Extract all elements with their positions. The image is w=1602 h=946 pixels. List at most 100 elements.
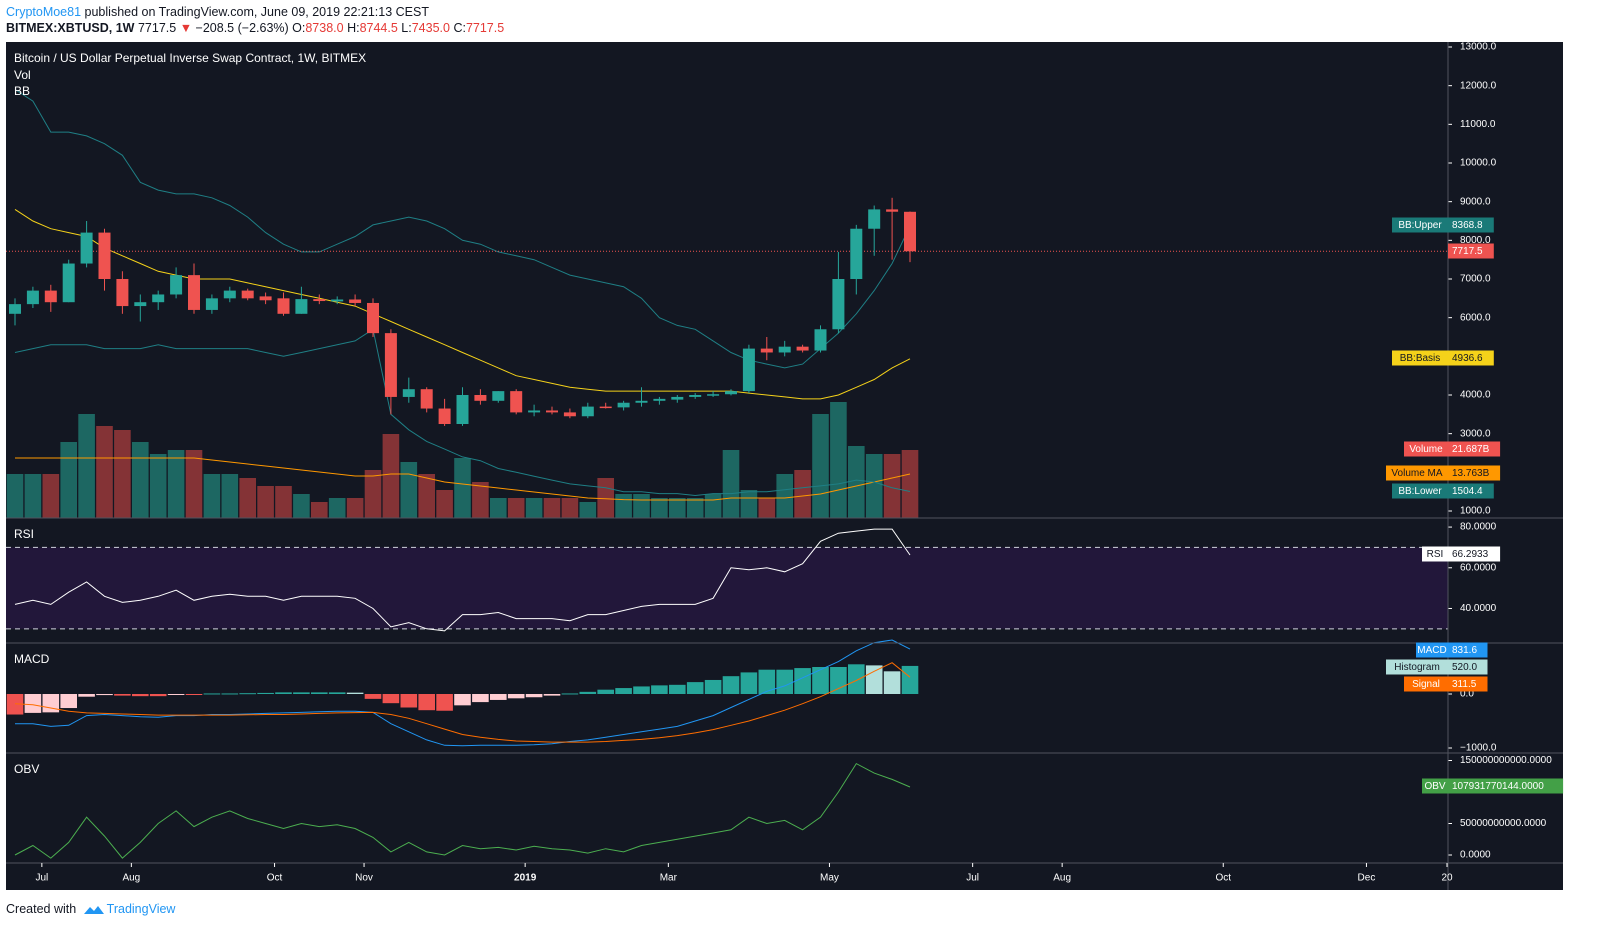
signal-tag-label: Signal [1412,679,1440,690]
volume-bar [311,502,328,518]
price-tick-label: 12000.0 [1460,80,1497,91]
down-arrow-icon: ▼ [179,21,193,35]
macd-histogram-bar [364,694,382,699]
macd-histogram-bar [96,694,113,696]
macd-histogram-bar [776,669,793,694]
time-tick-label: Dec [1358,873,1376,884]
candle-body [474,395,487,401]
volume-bar [525,498,543,518]
volume-bar [400,462,418,518]
indicator-label-vol: Vol [14,68,31,82]
volume-bar [776,474,793,518]
macd-histogram-bar [758,669,776,694]
macd-histogram-bar [203,693,221,695]
macd-tag-value: 831.6 [1452,645,1477,656]
candle-body [904,211,916,252]
candle-body [510,391,523,413]
candle-body [44,290,57,303]
publish-line: CryptoMoe81 published on TradingView.com… [6,4,504,20]
time-tick-label: Jul [35,873,48,884]
macd-line [15,639,911,747]
volume-bar [167,450,185,518]
candle-body [814,329,827,351]
time-tick-label: Oct [1215,873,1231,884]
open-value: 8738.0 [305,21,344,35]
volume-bar [615,494,632,518]
bb-basis-line [14,208,911,400]
time-tick-label: Jul [966,873,979,884]
volume-bar [597,478,614,518]
volume-tag-label-bg [1404,441,1448,457]
candle-body [689,395,702,397]
macd-histogram-bar [60,694,77,709]
obv-tag-value: 107931770144.0000 [1452,781,1544,792]
macd-histogram-bar [507,694,525,699]
rsi-line [14,528,911,632]
volume-tag-label: Volume [1409,444,1443,455]
bb-lower-line [14,328,911,497]
volume-bar [364,470,382,518]
signal-tag-label-bg [1404,676,1448,692]
volume-bar [328,498,346,518]
candle-body [313,299,326,302]
volume-ma-tag-label-bg [1386,465,1448,481]
volume-bar [132,442,149,518]
price-tick-label: 13000.0 [1460,42,1497,53]
macd-histogram-bar [185,694,203,695]
macd-pane-label: MACD [14,652,50,666]
candle-body [420,389,433,409]
created-with-text: Created with [6,902,77,916]
author-link[interactable]: CryptoMoe81 [6,5,82,19]
bb-upper-tag-value: 8368.8 [1452,220,1483,231]
histogram-tag-value-bg [1448,659,1488,675]
macd-histogram-bar [382,694,400,704]
volume-bar [454,458,471,518]
candle-body [62,263,75,303]
obv-tick-label: 0.0000 [1460,850,1491,861]
bb-lower-tag-label: BB:Lower [1398,486,1442,497]
candle-body [384,333,397,397]
macd-histogram-bar [848,664,865,694]
candle-body [205,298,218,310]
macd-histogram-bar [24,694,42,713]
rsi-tick-label: 40.0000 [1460,603,1497,614]
chart-header: CryptoMoe81 published on TradingView.com… [6,4,504,36]
volume-bar [561,498,579,518]
candle-body [760,348,773,353]
symbol-label: BITMEX:XBTUSD, 1W [6,21,135,35]
volume-bar [704,494,722,518]
time-tick-label: Aug [122,873,140,884]
macd-histogram-bar [400,694,418,708]
price-change: −208.5 (−2.63%) [195,21,289,35]
obv-tick-label: 150000000000.0000 [1460,755,1552,766]
bb-basis-tag-label: BB:Basis [1400,353,1441,364]
volume-bar [740,490,758,518]
rsi-pane-label: RSI [14,527,34,541]
macd-histogram-bar [418,694,435,711]
histogram-tag-label-bg [1386,659,1448,675]
candle-body [796,346,809,351]
volume-bar [60,442,77,518]
macd-signal-line [14,662,911,743]
candle-body [492,391,505,401]
low-label: L: [401,21,412,35]
macd-tag-label: MACD [1417,645,1446,656]
macd-histogram-bar [346,692,364,694]
time-tick-label: Nov [355,873,373,884]
price-tick-label: 11000.0 [1460,119,1496,130]
macd-histogram-bar [722,676,740,694]
volume-bar [185,450,203,518]
price-tick-label: 8000.0 [1460,235,1491,246]
candle-body [241,290,254,299]
rsi-tag-label: RSI [1427,549,1444,560]
price-tick-label: 6000.0 [1460,312,1491,323]
time-tick-label: 20 [1441,873,1453,884]
macd-tick-label: −1000.0 [1460,743,1497,754]
volume-bar [722,450,740,518]
published-text: published on TradingView.com, June 09, 2… [84,5,429,19]
bb-lower-tag-label-bg [1392,483,1448,499]
last-price-tag-value-bg [1448,243,1494,259]
tradingview-brand-link[interactable]: TradingView [106,902,176,916]
signal-tag-value: 311.5 [1452,679,1477,690]
